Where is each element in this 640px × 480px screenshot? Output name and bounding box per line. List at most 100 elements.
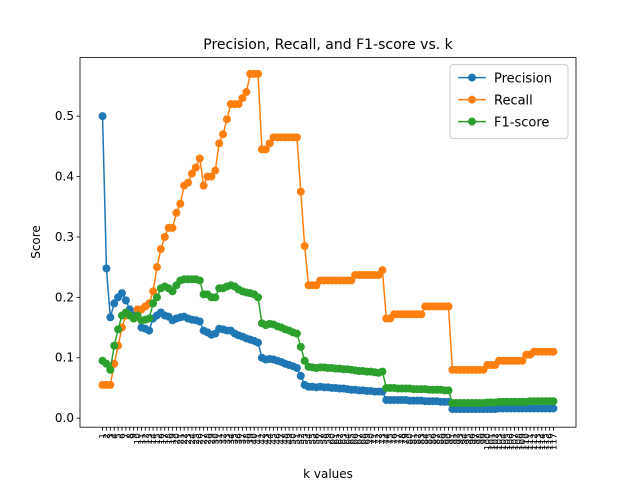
x-tick-label: 11 <box>137 433 147 444</box>
x-tick-label: 27 <box>200 433 210 444</box>
legend-marker <box>468 95 476 104</box>
data-point <box>242 88 251 97</box>
x-tick-label: 94 <box>460 433 470 445</box>
x-tick-label: 82 <box>413 433 423 444</box>
x-tick-label: 43 <box>262 433 272 444</box>
y-tick-label: 0.0 <box>55 411 74 425</box>
plot-area <box>98 69 558 414</box>
x-tick-label: 109 <box>518 433 528 450</box>
data-point <box>114 325 123 334</box>
data-point <box>191 163 200 172</box>
x-tick-label: 85 <box>425 433 435 444</box>
x-tick-label: 87 <box>433 433 443 444</box>
x-tick-label: 31 <box>215 433 225 444</box>
x-tick-label: 49 <box>285 433 295 445</box>
data-point <box>549 397 558 406</box>
data-point <box>378 367 387 376</box>
x-tick-label: 66 <box>351 433 361 445</box>
x-tick-label: 38 <box>242 433 252 445</box>
y-tick-label: 0.5 <box>55 109 74 123</box>
data-point <box>444 386 453 395</box>
x-tick-label: 115 <box>542 433 552 450</box>
x-tick-label: 51 <box>293 433 303 444</box>
data-point <box>152 263 161 272</box>
x-tick-label: 90 <box>445 433 455 445</box>
data-point <box>168 287 177 296</box>
x-tick-label: 3 <box>106 433 116 439</box>
x-tick-label: 9 <box>130 433 140 439</box>
legend-marker <box>468 73 476 82</box>
x-tick-label: 67 <box>355 433 365 444</box>
data-point <box>549 404 558 413</box>
x-tick-label: 60 <box>328 433 338 445</box>
x-tick-label: 57 <box>316 433 326 444</box>
data-point <box>195 154 204 163</box>
data-point <box>444 302 453 311</box>
data-point <box>106 365 115 374</box>
x-tick-label: 105 <box>503 433 513 450</box>
x-tick-label: 35 <box>231 433 241 444</box>
x-tick-label: 97 <box>472 433 482 444</box>
x-tick-label: 21 <box>176 433 186 444</box>
x-tick-label: 14 <box>149 433 159 445</box>
data-point <box>296 187 305 196</box>
x-tick-label: 56 <box>312 433 322 445</box>
x-tick-label: 107 <box>511 433 521 450</box>
x-tick-label: 22 <box>180 433 190 444</box>
x-tick-label: 96 <box>468 433 478 445</box>
data-point <box>238 94 247 103</box>
data-point <box>518 356 527 365</box>
x-tick-label: 78 <box>398 433 408 445</box>
data-point <box>378 266 387 275</box>
x-tick-label: 84 <box>421 433 431 445</box>
data-point <box>145 326 154 335</box>
data-point <box>265 139 274 148</box>
x-tick-label: 48 <box>281 433 291 445</box>
x-tick-label: 112 <box>530 433 540 450</box>
data-point <box>219 130 228 139</box>
data-point <box>292 133 301 142</box>
y-tick-label: 0.2 <box>55 290 74 304</box>
x-tick-label: 103 <box>495 433 505 450</box>
data-point <box>172 208 181 217</box>
legend-label: Recall <box>494 94 533 109</box>
data-point <box>292 364 301 373</box>
x-tick-label: 72 <box>375 433 385 444</box>
y-tick-label: 0.1 <box>55 351 74 365</box>
x-tick-label: 98 <box>476 433 486 445</box>
data-point <box>187 169 196 178</box>
x-tick-label: 93 <box>456 433 466 444</box>
x-tick-label: 6 <box>118 433 128 439</box>
x-tick-label: 108 <box>514 433 524 450</box>
x-tick-label: 80 <box>406 433 416 445</box>
x-tick-label: 70 <box>367 433 377 445</box>
data-point <box>254 69 263 78</box>
data-point <box>156 245 165 254</box>
x-tick-label: 73 <box>378 433 388 444</box>
x-tick-label: 79 <box>402 433 412 445</box>
x-axis-label: k values <box>303 467 353 480</box>
x-tick-label: 40 <box>250 433 260 445</box>
data-point <box>195 276 204 285</box>
x-tick-label: 8 <box>126 433 136 439</box>
legend-label: F1-score <box>494 116 549 131</box>
x-tick-label: 95 <box>464 433 474 444</box>
x-tick-label: 50 <box>289 433 299 445</box>
x-tick-label: 101 <box>487 433 497 450</box>
x-tick-label: 23 <box>184 433 194 444</box>
data-point <box>152 293 161 302</box>
x-tick-label: 16 <box>157 433 167 445</box>
x-tick-label: 20 <box>172 433 182 445</box>
x-tick-label: 68 <box>359 433 369 445</box>
x-tick-label: 65 <box>347 433 357 444</box>
x-tick-label: 77 <box>394 433 404 444</box>
x-tick-label: 34 <box>227 433 237 445</box>
x-tick-label: 81 <box>410 433 420 444</box>
data-point <box>121 296 130 305</box>
data-point <box>102 359 111 368</box>
x-tick-label: 39 <box>246 433 256 445</box>
data-point <box>160 232 169 241</box>
x-tick-label: 88 <box>437 433 447 445</box>
x-tick-label: 15 <box>153 433 163 444</box>
x-tick-label: 7 <box>122 433 132 439</box>
